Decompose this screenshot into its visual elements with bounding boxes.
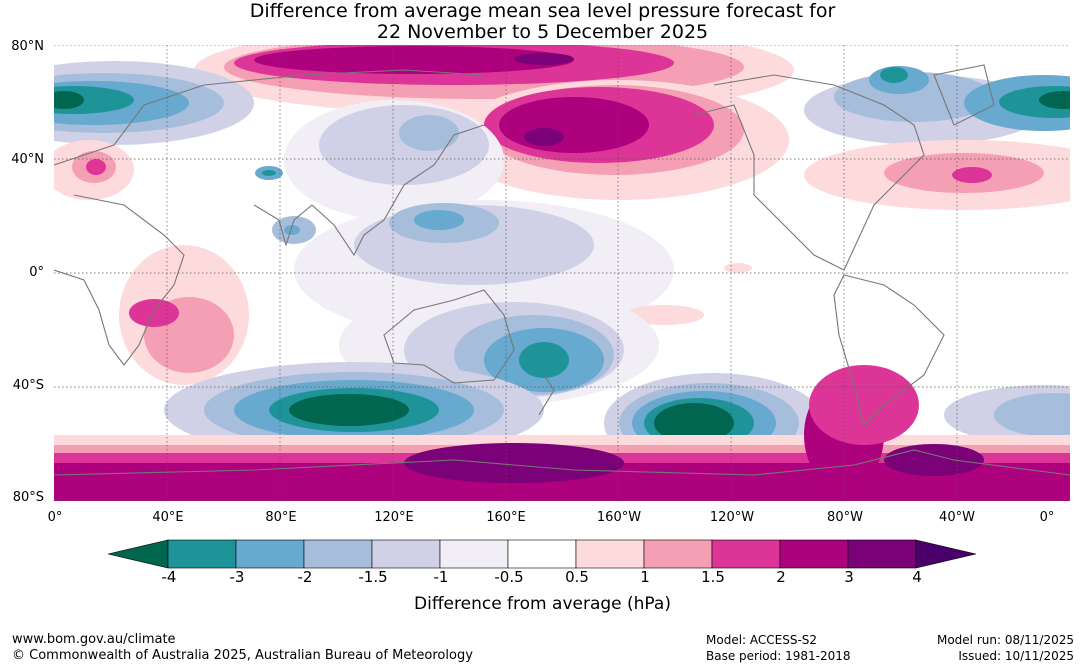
anomaly-region (654, 403, 734, 443)
anomaly-region (994, 393, 1070, 437)
lat-label-40s: 40°S (12, 378, 44, 393)
anomaly-region (54, 91, 84, 109)
colorbar-tick: 1 (640, 568, 650, 586)
coastline-australia (383, 289, 515, 384)
lon-label: 40°W (939, 510, 975, 525)
colorbar-extend-low (108, 539, 169, 569)
footer-copyright: © Commonwealth of Australia 2025, Austra… (12, 648, 473, 663)
footer-model-run: Model run: 08/11/2025 (936, 633, 1074, 647)
anomaly-region (399, 115, 459, 151)
anomaly-region (499, 97, 649, 153)
anomaly-region (884, 444, 984, 476)
colorbar-tick: 1.5 (701, 568, 725, 586)
anomaly-region (524, 128, 564, 146)
colorbar-extend-high (915, 539, 977, 569)
graticule (54, 45, 1070, 501)
lon-label: 160°E (486, 510, 526, 525)
colorbar-tick: 2 (776, 568, 786, 586)
anomaly-region (129, 299, 179, 327)
coastline-north-america (693, 74, 925, 271)
coastline-newzealand (538, 374, 555, 416)
lat-label-80n: 80°N (11, 39, 44, 54)
footer-issued: Issued: 10/11/2025 (958, 649, 1074, 663)
colorbar-tick: -1.5 (358, 568, 388, 586)
anomaly-region (284, 225, 300, 235)
anomaly-region (724, 263, 752, 273)
colorbar-label: Difference from average (hPa) (414, 594, 671, 614)
lon-label: 0° (47, 510, 63, 525)
lon-label: 160°W (596, 510, 642, 525)
anomaly-region (519, 342, 569, 378)
colorbar-segment (575, 539, 645, 569)
colorbar-segment (439, 539, 509, 569)
anomaly-region (254, 46, 574, 74)
footer-base-period: Base period: 1981-2018 (706, 649, 851, 663)
colorbar-segment (507, 539, 577, 569)
coastline-antarctica (54, 449, 1070, 476)
coastline-india (253, 204, 313, 247)
coastline-seasia (311, 124, 485, 257)
anomaly-region (514, 53, 574, 65)
colorbar-tick: -1 (433, 568, 449, 586)
colorbar-segment (371, 539, 441, 569)
lon-label: 80°E (265, 510, 297, 525)
colorbar-segment (711, 539, 781, 569)
map-title-line1: Difference from average mean sea level p… (249, 0, 836, 22)
colorbar-segment (167, 539, 237, 569)
colorbar-tick: -0.5 (494, 568, 524, 586)
colorbar-tick: 4 (912, 568, 922, 586)
lat-label-0: 0° (29, 265, 44, 280)
colorbar-segment (303, 539, 373, 569)
anomaly-region (880, 67, 908, 83)
coastline-greenland (933, 64, 995, 126)
lon-label: 120°E (374, 510, 414, 525)
lat-label-40n: 40°N (11, 152, 44, 167)
colorbar-tick: 3 (844, 568, 854, 586)
footer-model: Model: ACCESS-S2 (706, 633, 818, 647)
anomaly-region (289, 394, 409, 426)
colorbar-tick: 0.5 (565, 568, 589, 586)
anomaly-region (319, 105, 489, 185)
colorbar-segment (643, 539, 713, 569)
anomaly-region (414, 210, 464, 230)
lat-label-80s: 80°S (12, 490, 44, 505)
anomaly-region (262, 170, 276, 176)
pressure-anomaly-map (54, 45, 1070, 501)
colorbar-segment (235, 539, 305, 569)
colorbar-segment (779, 539, 849, 569)
anomaly-region (809, 365, 919, 445)
colorbar-tick: -4 (161, 568, 177, 586)
lon-label: 40°E (152, 510, 184, 525)
colorbar (108, 539, 977, 569)
lon-label: 0° (1039, 510, 1055, 525)
lon-label: 80°W (827, 510, 863, 525)
map-title-line2: 22 November to 5 December 2025 (376, 21, 709, 43)
anomaly-region (952, 167, 992, 183)
anomaly-region (1039, 91, 1070, 109)
coastline-south-america (833, 274, 945, 427)
anomaly-region (404, 443, 624, 483)
anomaly-region (86, 159, 106, 175)
colorbar-tick: -2 (297, 568, 313, 586)
coastlines (54, 64, 1070, 476)
colorbar-tick: -3 (229, 568, 245, 586)
lon-label: 120°W (709, 510, 755, 525)
colorbar-segment (847, 539, 917, 569)
footer-website: www.bom.gov.au/climate (12, 632, 176, 647)
coastline-europe (54, 69, 485, 166)
coastline-africa (54, 194, 185, 366)
